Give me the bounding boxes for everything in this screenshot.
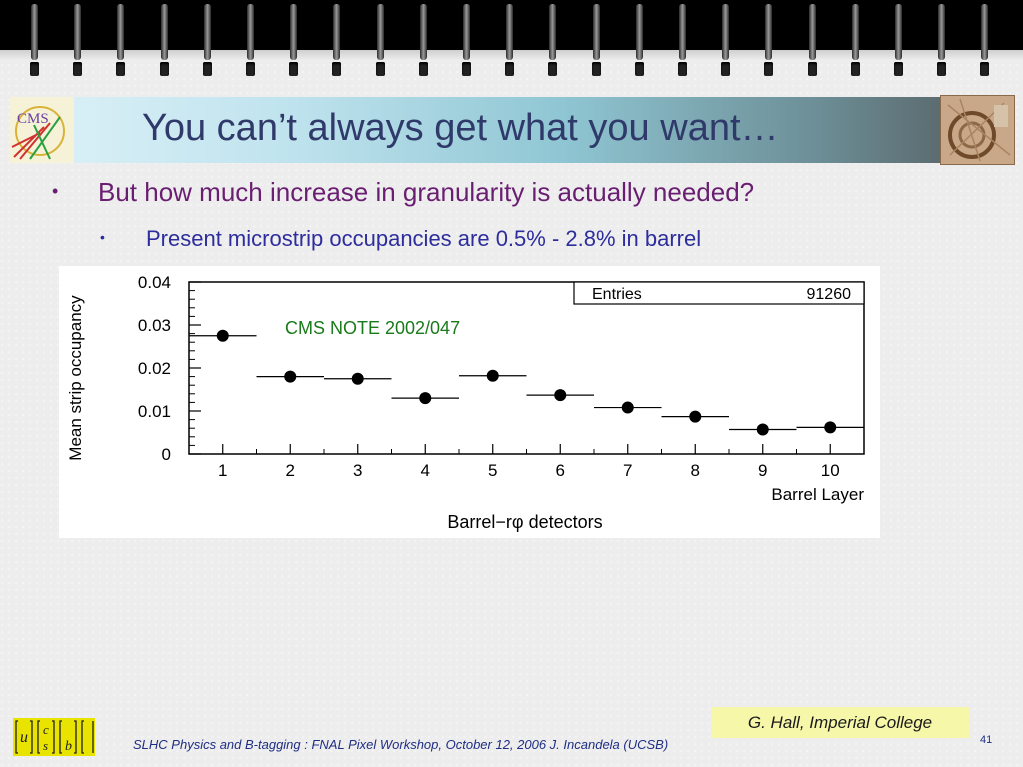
stats-entries-value: 91260 [807, 286, 852, 303]
data-point [824, 421, 837, 434]
bullet-text: But how much increase in granularity is … [98, 177, 755, 207]
data-point [554, 389, 567, 402]
chart-title: Barrel−rφ detectors [447, 512, 602, 532]
svg-text:CMS: CMS [17, 111, 49, 127]
occupancy-chart: Entries 91260 CMS NOTE 2002/047 Mean str… [66, 273, 865, 532]
x-tick-label: 9 [758, 461, 767, 480]
bullet-marker: • [100, 229, 105, 245]
y-tick-label: 0.03 [138, 316, 171, 335]
x-tick-label: 5 [488, 461, 497, 480]
binder-ring-icon [418, 4, 428, 78]
page-number: 41 [980, 734, 993, 746]
binder-ring-icon [591, 4, 601, 78]
data-point [284, 370, 297, 383]
binder-ring-icon [159, 4, 169, 78]
y-tick-label: 0 [162, 445, 171, 464]
stats-box [573, 281, 865, 305]
slide-title: You can’t always get what you want… [142, 107, 779, 149]
detector-photo-icon [940, 95, 1015, 165]
binder-ring-icon [202, 4, 212, 78]
y-tick-label: 0.02 [138, 359, 171, 378]
svg-text:u: u [20, 729, 28, 746]
x-tick-label: 6 [556, 461, 565, 480]
y-tick-label: 0.04 [138, 273, 171, 292]
binder-ring-icon [634, 4, 644, 78]
binder-ring-icon [894, 4, 903, 78]
binder-ring-icon [73, 4, 83, 78]
data-point [756, 423, 769, 436]
binder-ring-icon [30, 4, 39, 78]
binder-ring-icon [246, 4, 255, 78]
chart-panel: Entries 91260 CMS NOTE 2002/047 Mean str… [59, 266, 880, 538]
binder-ring-icon [548, 4, 558, 78]
data-point [621, 401, 634, 414]
x-tick-label: 8 [691, 461, 700, 480]
binder-ring-icon [850, 4, 860, 78]
data-point [351, 372, 364, 385]
x-tick-label: 2 [286, 461, 295, 480]
svg-text:s: s [43, 738, 48, 753]
footer-text: SLHC Physics and B-tagging : FNAL Pixel … [133, 737, 669, 752]
binder-ring-icon [678, 4, 687, 78]
x-tick-label: 7 [623, 461, 632, 480]
cms-logo-icon: CMS [10, 97, 74, 163]
x-axis-label: Barrel Layer [771, 485, 864, 504]
binder-ring-icon [937, 4, 947, 78]
binder-ring-icon [332, 4, 342, 78]
svg-text:b: b [65, 739, 72, 754]
x-tick-label: 3 [353, 461, 362, 480]
bullet-text: Present microstrip occupancies are 0.5% … [146, 226, 702, 251]
chart-annotation: CMS NOTE 2002/047 [285, 318, 460, 338]
binder-ring-icon [375, 4, 385, 78]
binder-ring-icon [764, 4, 774, 78]
svg-text:c: c [43, 722, 49, 737]
data-point [486, 369, 499, 382]
stats-entries-label: Entries [592, 286, 642, 303]
bullet-marker: • [52, 181, 59, 201]
credit-box: G. Hall, Imperial College [711, 707, 969, 738]
y-tick-label: 0.01 [138, 402, 171, 421]
binder-ring-icon [505, 4, 515, 78]
data-point [216, 329, 229, 342]
binder-ring-icon [116, 4, 126, 78]
y-axis-label: Mean strip occupancy [66, 295, 85, 461]
title-bar [10, 97, 1015, 163]
binder-ring-icon [462, 4, 471, 78]
binder-ring-icon [807, 4, 817, 78]
data-point [689, 410, 702, 423]
binder-ring-icon [289, 4, 299, 78]
x-tick-label: 4 [421, 461, 430, 480]
x-tick-label: 1 [218, 461, 227, 480]
x-tick-label: 10 [821, 461, 840, 480]
binder-ring-icon [721, 4, 731, 78]
ucsb-logo-icon: u c s b [13, 718, 95, 756]
binder-ring-icon [980, 4, 990, 78]
data-point [419, 392, 432, 405]
